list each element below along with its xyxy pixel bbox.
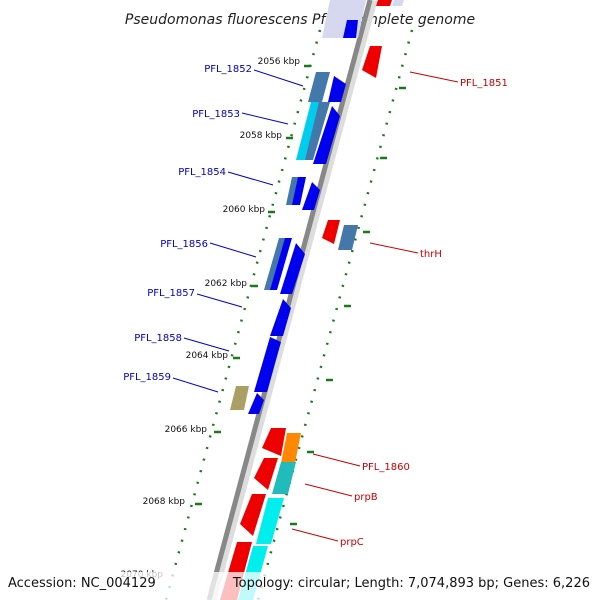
kbp-label: 2056 kbp [258,57,301,67]
forward-genes [230,0,366,414]
outer-tick-track [256,29,414,600]
gene-label-pfl1860[interactable]: PFL_1860 [362,462,410,473]
accession-text: Accession: NC_004129 [8,576,156,591]
gene-label-pfl1856[interactable]: PFL_1856 [160,239,208,250]
gene-label-pfl1858[interactable]: PFL_1858 [134,333,182,344]
gene-label-pfl1851[interactable]: PFL_1851 [460,78,508,89]
gene-thrh [322,220,340,244]
gene-pfl1853b [305,102,330,160]
reverse-leaders [291,71,459,542]
gene-pfl1854b [292,177,306,205]
gene-pfl1859 [230,386,249,410]
inner-tick-track [164,29,322,600]
topology-text: Topology: circular; Length: 7,074,893 bp… [232,576,590,591]
gene-label-prpb[interactable]: prpB [354,492,378,503]
gene-prpb-a [254,458,278,490]
gene-pfl1856 [280,243,305,294]
map-title: Pseudomonas fluorescens Pf-5, complete g… [125,12,475,28]
gene-cds [343,20,358,38]
gene-label-pfl1859[interactable]: PFL_1859 [123,372,171,383]
gene-top-faded [392,0,404,6]
footer-backdrop [0,572,600,600]
backbone [206,0,373,600]
gene-pfl1854 [302,182,320,210]
gene-label-pfl1852[interactable]: PFL_1852 [204,64,252,75]
gene-pfl1852a [308,72,330,102]
gene-pfl1852 [328,76,346,102]
gene-pfl1860 [281,433,301,463]
gene-label-prpc[interactable]: prpC [340,537,364,548]
kbp-label: 2058 kbp [240,131,283,141]
gene-prpc [256,498,284,544]
gene-top [376,0,392,6]
forward-leaders [172,69,304,393]
gene-prpc-a [240,494,266,536]
gene-pfl1856b [270,238,292,290]
gene-pfl1858 [254,337,281,392]
gene-label-pfl1854[interactable]: PFL_1854 [178,167,226,178]
gene-thrh-b [338,225,358,250]
gene-prpb [272,462,296,494]
backbone-shadow [207,0,378,600]
kbp-label: 2066 kbp [165,425,208,435]
gene-pfl1857 [270,299,291,336]
kbp-label: 2064 kbp [186,351,229,361]
major-ticks [195,64,406,526]
kbp-label: 2068 kbp [143,497,186,507]
gene-pfl1853 [313,106,340,164]
gene-label-pfl1853[interactable]: PFL_1853 [192,109,240,120]
gene-pfl1851 [362,46,382,78]
kbp-label: 2060 kbp [223,205,266,215]
gene-pfl1859b [248,393,264,414]
gene-label-pfl1857[interactable]: PFL_1857 [147,288,195,299]
kbp-label: 2062 kbp [205,279,248,289]
gene-label-thrh[interactable]: thrH [420,249,442,260]
gene-pfl1860a [262,428,286,456]
